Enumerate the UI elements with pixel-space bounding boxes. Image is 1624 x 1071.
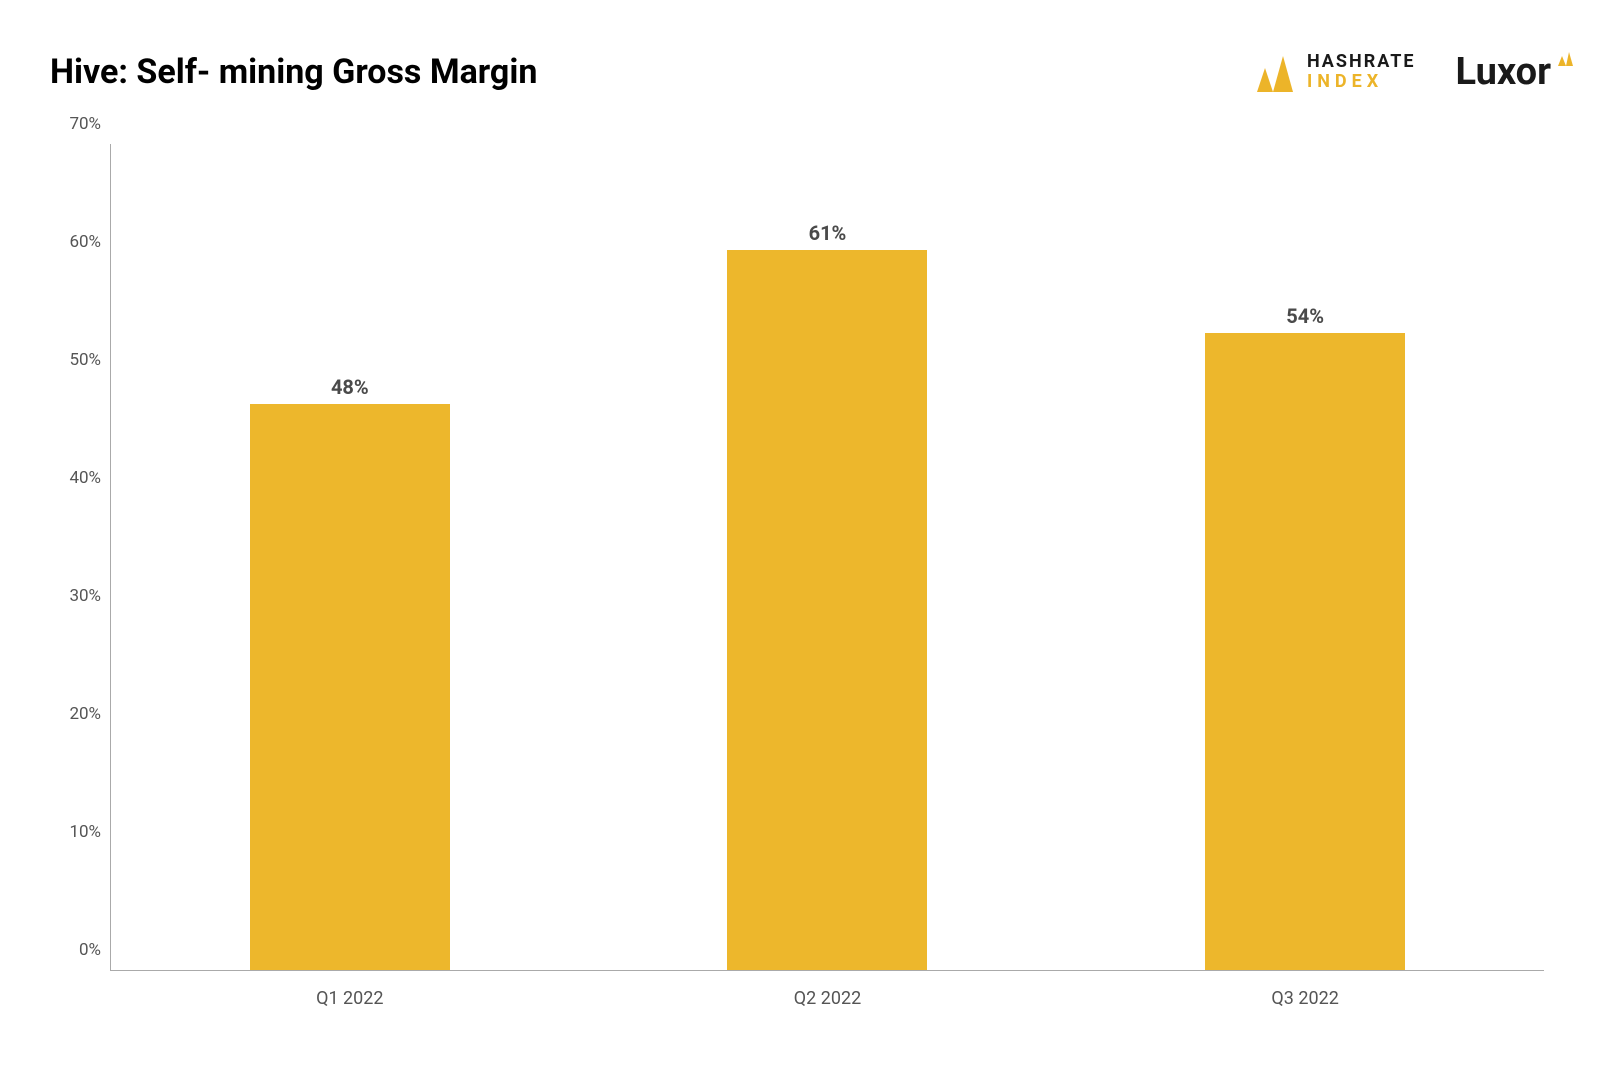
luxor-text: Luxor <box>1456 50 1551 94</box>
bar-slot: 48%Q1 2022 <box>111 144 589 970</box>
hashrate-index-icon <box>1251 52 1295 92</box>
header: Hive: Self- mining Gross Margin HASHRATE… <box>40 50 1584 94</box>
y-tick-label: 20% <box>51 704 101 724</box>
luxor-icon <box>1556 50 1574 70</box>
chart-container: Hive: Self- mining Gross Margin HASHRATE… <box>0 0 1624 1071</box>
y-tick-label: 0% <box>51 940 101 960</box>
y-tick-label: 40% <box>51 468 101 488</box>
bar-slot: 54%Q3 2022 <box>1066 144 1544 970</box>
y-tick-label: 60% <box>51 232 101 252</box>
y-tick-label: 50% <box>51 350 101 370</box>
logos-group: HASHRATE INDEX Luxor <box>1251 50 1574 94</box>
chart-area: 48%Q1 202261%Q2 202254%Q3 2022 0%10%20%3… <box>40 124 1584 1031</box>
y-tick-label: 70% <box>51 114 101 134</box>
y-tick-label: 30% <box>51 586 101 606</box>
bar-slot: 61%Q2 2022 <box>589 144 1067 970</box>
luxor-logo: Luxor <box>1456 50 1574 94</box>
hashrate-line2: INDEX <box>1307 72 1416 92</box>
x-axis-label: Q2 2022 <box>589 988 1067 1009</box>
plot-area: 48%Q1 202261%Q2 202254%Q3 2022 0%10%20%3… <box>110 144 1544 971</box>
bar: 54% <box>1205 333 1405 970</box>
x-axis-label: Q1 2022 <box>111 988 589 1009</box>
bar: 48% <box>250 404 450 970</box>
bar-value-label: 48% <box>250 375 450 399</box>
hashrate-line1: HASHRATE <box>1307 52 1416 72</box>
bar-value-label: 61% <box>727 221 927 245</box>
bar: 61% <box>727 250 927 970</box>
chart-title: Hive: Self- mining Gross Margin <box>50 52 537 92</box>
y-tick-label: 10% <box>51 822 101 842</box>
bars-row: 48%Q1 202261%Q2 202254%Q3 2022 <box>111 144 1544 970</box>
bar-value-label: 54% <box>1205 304 1405 328</box>
hashrate-index-text: HASHRATE INDEX <box>1307 52 1416 92</box>
x-axis-label: Q3 2022 <box>1066 988 1544 1009</box>
hashrate-index-logo: HASHRATE INDEX <box>1251 52 1416 92</box>
